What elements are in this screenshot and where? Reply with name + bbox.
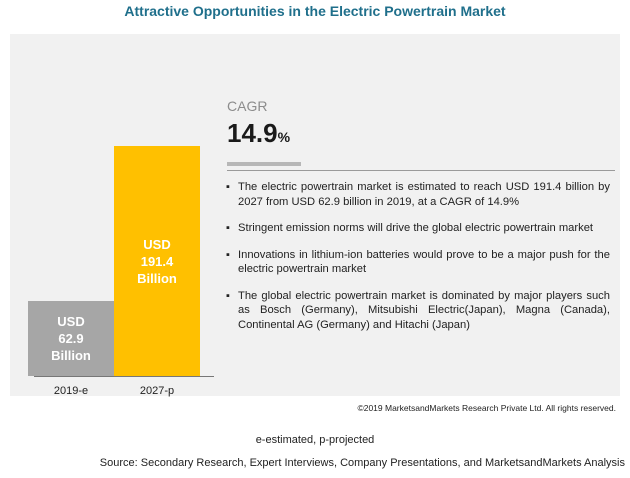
- copyright-notice: ©2019 MarketsandMarkets Research Private…: [357, 403, 616, 413]
- bullet-marker: ▪: [226, 181, 230, 193]
- finding-text: The electric powertrain market is estima…: [238, 181, 610, 208]
- cagr-unit: %: [277, 129, 291, 145]
- bullet-marker: ▪: [226, 222, 230, 234]
- bar-data-label: 62.9: [58, 331, 84, 346]
- key-findings-list: ▪ The electric powertrain market is estim…: [226, 180, 610, 344]
- finding-item: ▪ Innovations in lithium-ion batteries wo…: [226, 248, 610, 277]
- bar-data-label: 191.4: [140, 253, 174, 269]
- bar-2027-p: USD 191.4 Billion: [114, 146, 200, 376]
- bullet-marker: ▪: [226, 248, 230, 261]
- bar-2019-e: USD 62.9 Billion: [28, 301, 114, 376]
- x-axis-baseline: [34, 376, 214, 377]
- bullet-marker: ▪: [226, 289, 230, 302]
- cagr-underline: [227, 162, 301, 166]
- source-note: Source: Secondary Research, Expert Inter…: [99, 457, 625, 469]
- x-tick-label: 2027-p: [139, 385, 175, 397]
- cagr-number: 14.9: [227, 118, 278, 148]
- finding-item: ▪ The global electric powertrain market i…: [226, 289, 610, 333]
- bar-chart-area: USD 62.9 Billion USD 191.4 Billion: [28, 34, 216, 376]
- finding-text: Stringent emission norms will drive the …: [238, 222, 594, 234]
- finding-text: Innovations in lithium-ion batteries wou…: [238, 248, 610, 276]
- cagr-label: CAGR: [227, 98, 268, 114]
- chart-title: Attractive Opportunities in the Electric…: [124, 3, 506, 19]
- cagr-value: 14.9%: [227, 118, 290, 149]
- infographic-panel: USD 62.9 Billion USD 191.4 Billion 2019-e 2027…: [10, 34, 620, 397]
- bar-data-label: USD: [57, 314, 85, 329]
- finding-item: ▪ The electric powertrain market is estim…: [226, 180, 610, 209]
- x-tick-label: 2019-e: [53, 385, 89, 397]
- section-divider: [227, 170, 615, 171]
- footnote: e-estimated, p-projected: [255, 434, 375, 446]
- finding-item: ▪ Stringent emission norms will drive the…: [226, 221, 610, 236]
- bar-data-label: USD: [143, 236, 171, 252]
- finding-text: The global electric powertrain market is…: [238, 289, 610, 331]
- bar-data-label: Billion: [51, 348, 91, 363]
- bar-data-label: Billion: [137, 270, 177, 286]
